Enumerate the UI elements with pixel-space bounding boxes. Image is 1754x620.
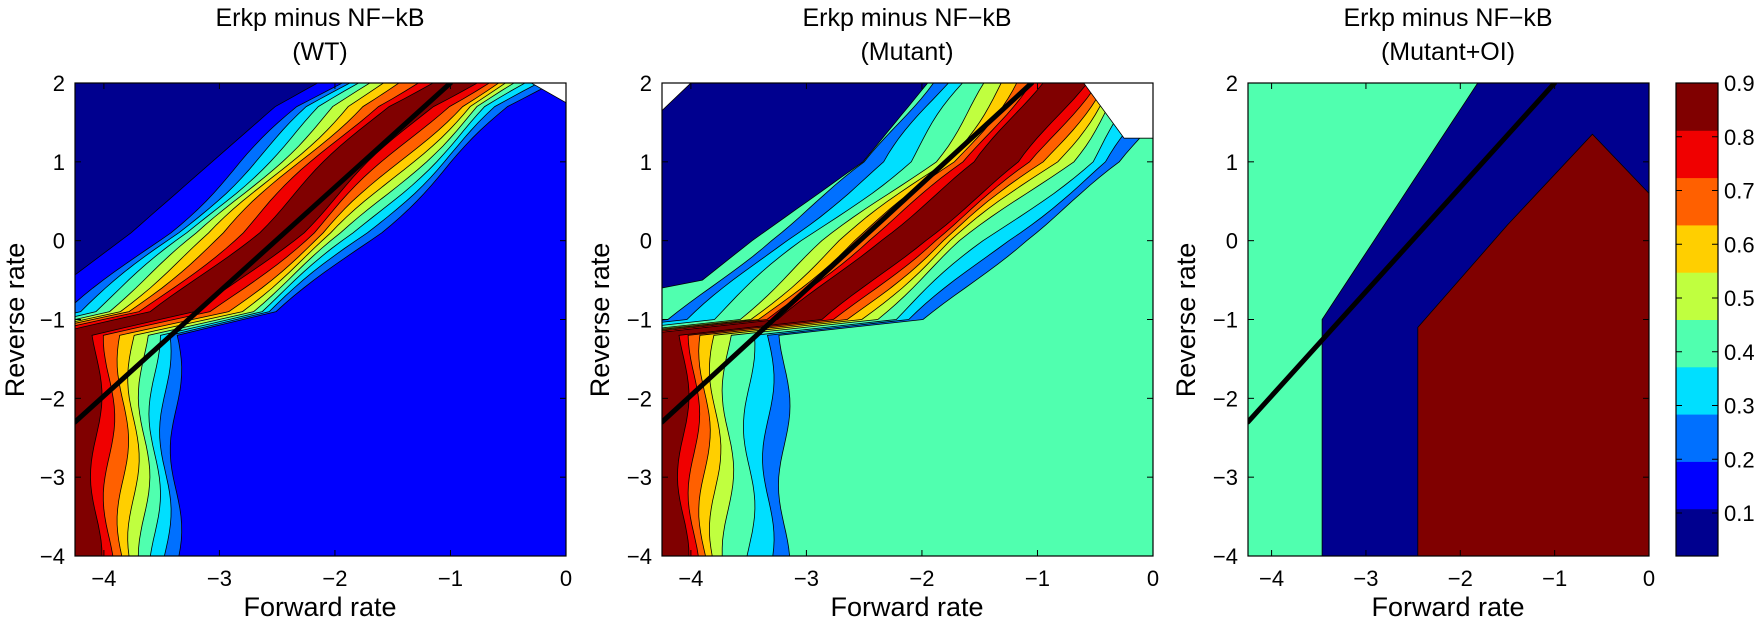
x-tick-label: 0 bbox=[1147, 566, 1159, 591]
x-tick-label: −3 bbox=[1353, 566, 1378, 591]
x-axis-label: Forward rate bbox=[830, 592, 983, 620]
blank-region bbox=[1083, 83, 1153, 139]
axes-box bbox=[661, 82, 1154, 557]
colorbar-tick-label: 0.1 bbox=[1724, 501, 1754, 526]
y-tick-label: 1 bbox=[1226, 150, 1238, 175]
colorbar-tick-label: 0.7 bbox=[1724, 179, 1754, 204]
colorbar-swatch bbox=[1676, 461, 1718, 510]
colorbar-tick-label: 0.5 bbox=[1724, 286, 1754, 311]
colorbar-swatches bbox=[1676, 83, 1718, 557]
colorbar-swatch bbox=[1676, 366, 1718, 415]
blank-region bbox=[530, 83, 566, 104]
y-tick-label: 0 bbox=[1226, 229, 1238, 254]
axes-box bbox=[74, 82, 567, 557]
y-tick-label: −1 bbox=[627, 308, 652, 333]
colorbar-ticks: 0.1 0.2 0.3 0.4 0.5 0.6 0.7 0.8 0.9 bbox=[1676, 71, 1754, 526]
colorbar-swatch bbox=[1676, 272, 1718, 320]
colorbar: 0.1 0.2 0.3 0.4 0.5 0.6 0.7 0.8 0.9 bbox=[1675, 71, 1754, 557]
colorbar-swatch bbox=[1676, 508, 1718, 557]
colorbar-tick-label: 0.9 bbox=[1724, 71, 1754, 96]
panel-mutant-oi: Erkp minus NF−kB (Mutant+OI) −4 −3 −2 −1 0−4… bbox=[1171, 4, 1655, 620]
x-tick-label: −3 bbox=[207, 566, 232, 591]
y-tick-label: −3 bbox=[627, 465, 652, 490]
panel-mutant: Erkp minus NF−kB (Mutant) −4 −3 −2 −1 0−4−3−… bbox=[585, 4, 1159, 620]
x-tick-label: 0 bbox=[1643, 566, 1655, 591]
panel-title-line2: (Mutant) bbox=[860, 38, 953, 66]
ticks-layer: −4 −3 −2 −1 0 −4 −3 −2 −1 0 1 2 bbox=[40, 71, 572, 591]
y-axis-label: Reverse rate bbox=[0, 243, 30, 398]
panel-title-line1: Erkp minus NF−kB bbox=[1343, 4, 1552, 32]
x-tick-label: −1 bbox=[1025, 566, 1050, 591]
x-tick-label: −2 bbox=[1448, 566, 1473, 591]
diagonal-line bbox=[75, 83, 453, 425]
y-tick-label: 0 bbox=[640, 229, 652, 254]
contour-band bbox=[662, 83, 1106, 556]
contour-band bbox=[662, 83, 1088, 556]
x-tick-label: −2 bbox=[322, 566, 347, 591]
panel-title-line1: Erkp minus NF−kB bbox=[215, 4, 424, 32]
y-tick-label: −1 bbox=[40, 308, 65, 333]
y-tick-label: 0 bbox=[53, 229, 65, 254]
panel-wt: Erkp minus NF−kB (WT) −4 −3 −2 −1 0 −4 −3 −2 −1 0… bbox=[0, 4, 572, 620]
x-tick-label: −1 bbox=[1542, 566, 1567, 591]
colorbar-tick-label: 0.3 bbox=[1724, 394, 1754, 419]
y-tick-label: 2 bbox=[640, 71, 652, 96]
axes-box bbox=[1247, 82, 1650, 557]
panel-title-line1: Erkp minus NF−kB bbox=[802, 4, 1011, 32]
contour-region-low bbox=[662, 83, 929, 289]
y-tick-label: −2 bbox=[627, 386, 652, 411]
contour-band bbox=[662, 83, 1099, 556]
y-axis-label: Reverse rate bbox=[585, 243, 615, 398]
colorbar-swatch bbox=[1676, 414, 1718, 462]
x-tick-label: −1 bbox=[438, 566, 463, 591]
y-tick-label: −1 bbox=[1213, 308, 1238, 333]
diagonal-line bbox=[662, 83, 1035, 425]
y-tick-label: −4 bbox=[40, 544, 65, 569]
colorbar-swatch bbox=[1676, 224, 1718, 273]
y-tick-label: 1 bbox=[53, 150, 65, 175]
y-tick-label: −4 bbox=[627, 544, 652, 569]
x-tick-label: −3 bbox=[794, 566, 819, 591]
colorbar-tick-label: 0.6 bbox=[1724, 232, 1754, 257]
y-tick-label: 2 bbox=[53, 71, 65, 96]
y-tick-label: −3 bbox=[1213, 465, 1238, 490]
x-axis-label: Forward rate bbox=[243, 592, 396, 620]
y-tick-label: −4 bbox=[1213, 544, 1238, 569]
x-axis-label: Forward rate bbox=[1371, 592, 1524, 620]
colorbar-box bbox=[1675, 82, 1719, 557]
contour-band bbox=[662, 83, 1122, 556]
x-tick-label: −4 bbox=[678, 566, 703, 591]
x-tick-label: −2 bbox=[909, 566, 934, 591]
y-tick-label: −2 bbox=[1213, 386, 1238, 411]
x-tick-label: 0 bbox=[560, 566, 572, 591]
y-tick-label: 1 bbox=[640, 150, 652, 175]
colorbar-swatch bbox=[1676, 319, 1718, 368]
contour-band bbox=[662, 83, 1145, 556]
contour-region-max bbox=[1417, 133, 1649, 556]
y-tick-label: −3 bbox=[40, 465, 65, 490]
panel-title-line2: (WT) bbox=[292, 38, 348, 66]
panel-title-line2: (Mutant+OI) bbox=[1381, 38, 1515, 66]
ticks-layer: −4 −3 −2 −1 0 −4 −3 −2 −1 0 1 2 bbox=[1213, 71, 1655, 591]
blank-region bbox=[662, 83, 692, 112]
colorbar-swatch bbox=[1676, 177, 1718, 226]
colorbar-tick-label: 0.4 bbox=[1724, 340, 1754, 365]
ticks-layer: −4 −3 −2 −1 0 −4 −3 −2 −1 0 1 2 bbox=[627, 71, 1159, 591]
y-tick-label: −2 bbox=[40, 386, 65, 411]
colorbar-tick-label: 0.8 bbox=[1724, 125, 1754, 150]
colorbar-tick-label: 0.2 bbox=[1724, 447, 1754, 472]
contour-layer bbox=[75, 83, 566, 556]
x-tick-label: −4 bbox=[1259, 566, 1284, 591]
contour-region-low bbox=[75, 83, 319, 290]
contour-layer bbox=[662, 83, 1153, 556]
contour-layer bbox=[1248, 83, 1649, 556]
diagonal-line bbox=[1248, 83, 1558, 425]
y-axis-label: Reverse rate bbox=[1171, 243, 1201, 398]
colorbar-swatch bbox=[1676, 130, 1718, 179]
y-tick-label: 2 bbox=[1226, 71, 1238, 96]
colorbar-swatch bbox=[1676, 83, 1718, 131]
x-tick-label: −4 bbox=[91, 566, 116, 591]
contour-band bbox=[75, 83, 479, 556]
